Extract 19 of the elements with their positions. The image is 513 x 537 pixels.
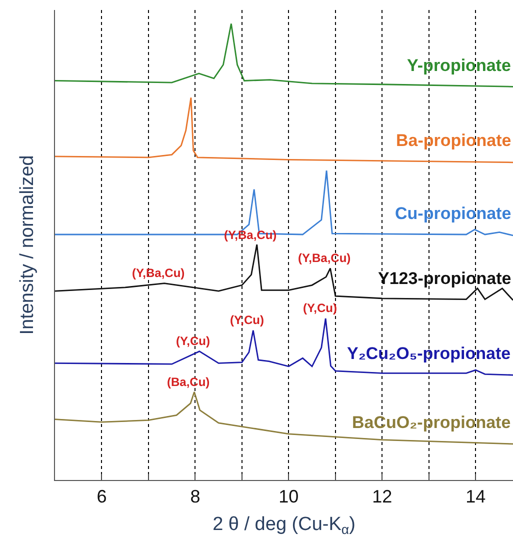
series-label: Y123-propionate <box>378 269 512 288</box>
y-axis-title: Intensity / normalized <box>16 155 38 335</box>
annotation: (Y,Ba,Cu) <box>132 266 185 280</box>
x-tick-label: 8 <box>190 486 200 507</box>
series-label: Y-propionate <box>407 56 511 75</box>
x-tick-label: 12 <box>372 486 392 507</box>
annotation: (Y,Ba,Cu) <box>298 251 351 265</box>
annotation: (Y,Cu) <box>176 334 210 348</box>
annotation: (Y,Cu) <box>303 301 337 315</box>
x-axis-title: 2 θ / deg (Cu-K$_{α}$) <box>212 514 356 537</box>
series-label: Cu-propionate <box>395 204 512 223</box>
annotation: (Ba,Cu) <box>167 375 210 389</box>
annotation: (Y,Cu) <box>230 313 264 327</box>
x-tick-label: 6 <box>96 486 107 507</box>
series-label: Y₂Cu₂O₅-propionate <box>347 344 511 363</box>
series-label: BaCuO₂-propionate <box>352 413 511 432</box>
series-label: Ba-propionate <box>396 131 512 150</box>
x-tick-label: 14 <box>466 486 486 507</box>
x-tick-label: 10 <box>278 486 299 507</box>
